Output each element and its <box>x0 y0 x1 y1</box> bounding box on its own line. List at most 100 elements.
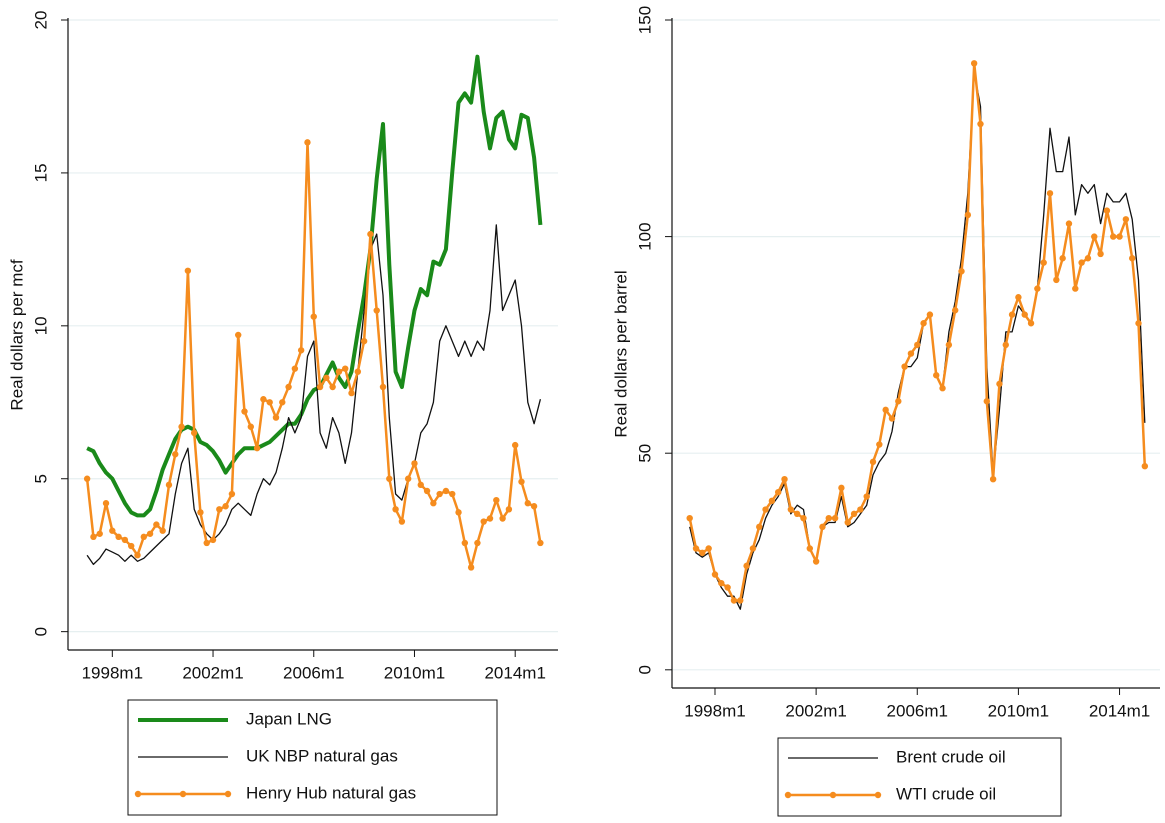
point <box>411 460 418 467</box>
x-tick-label: 1998m1 <box>82 663 143 682</box>
series-line <box>689 71 1146 610</box>
point <box>310 313 317 320</box>
point <box>989 475 997 483</box>
point <box>774 488 782 496</box>
point <box>737 597 744 604</box>
x-tick-label: 2002m1 <box>785 701 846 720</box>
point <box>493 496 500 504</box>
point <box>474 539 481 547</box>
point <box>901 363 908 370</box>
point <box>1027 320 1035 327</box>
point <box>228 490 236 498</box>
point <box>869 458 877 466</box>
legend-marker <box>874 791 882 799</box>
point <box>146 530 154 537</box>
y-axis-title: Real dollars per barrel <box>611 270 630 437</box>
point <box>253 444 261 452</box>
point <box>787 506 795 513</box>
point <box>436 490 443 498</box>
point <box>756 523 763 531</box>
point <box>686 514 693 522</box>
legend-marker <box>829 791 837 799</box>
point <box>718 579 725 587</box>
point <box>279 399 286 406</box>
legend-label: Japan LNG <box>246 709 332 728</box>
point <box>819 523 826 531</box>
point <box>461 539 469 547</box>
point <box>793 510 801 518</box>
point <box>511 441 519 449</box>
point <box>184 267 192 274</box>
point <box>165 481 173 489</box>
point <box>749 545 757 552</box>
point <box>996 380 1003 388</box>
y-tick-label: 5 <box>31 474 50 483</box>
point <box>209 536 217 544</box>
y-tick-label: 100 <box>635 222 654 250</box>
point <box>724 584 731 591</box>
point <box>266 399 273 406</box>
point <box>323 374 330 382</box>
point <box>1015 294 1022 301</box>
point <box>1122 216 1130 223</box>
point <box>1091 233 1098 240</box>
point <box>699 549 706 557</box>
point <box>933 372 940 379</box>
point <box>945 341 953 349</box>
point <box>800 514 807 522</box>
point <box>197 509 204 516</box>
point <box>1072 285 1079 292</box>
point <box>977 120 984 128</box>
point <box>1034 285 1041 292</box>
point <box>480 518 487 525</box>
point <box>1078 259 1085 266</box>
series-line <box>86 54 543 518</box>
point <box>1046 190 1054 197</box>
point <box>96 530 103 537</box>
point <box>825 514 832 522</box>
series-line <box>86 224 542 566</box>
series-line <box>688 62 1147 602</box>
point <box>348 389 355 397</box>
point <box>499 515 506 522</box>
point <box>216 506 223 513</box>
point <box>121 536 129 544</box>
point <box>1008 311 1016 318</box>
point <box>83 475 91 482</box>
point <box>1053 276 1060 284</box>
point <box>354 368 362 375</box>
point <box>316 383 324 391</box>
point <box>743 562 750 570</box>
point <box>235 331 242 339</box>
point <box>1002 341 1009 349</box>
legend-label: Henry Hub natural gas <box>246 783 416 802</box>
point <box>711 571 719 578</box>
x-tick-label: 2006m1 <box>283 663 344 682</box>
legend-marker <box>784 791 792 799</box>
y-tick-label: 0 <box>31 627 50 636</box>
point <box>297 347 305 354</box>
point <box>920 320 927 327</box>
point <box>844 519 851 526</box>
x-tick-label: 2014m1 <box>1089 701 1150 720</box>
point <box>850 510 858 518</box>
point <box>926 311 934 318</box>
point <box>876 441 883 448</box>
y-tick-label: 20 <box>31 11 50 30</box>
point <box>951 307 959 314</box>
point <box>455 509 462 516</box>
point <box>888 415 896 422</box>
point <box>958 268 965 275</box>
point <box>762 506 769 513</box>
legend-marker <box>224 790 232 798</box>
y-axis-title: Real dollars per mcf <box>7 259 26 410</box>
point <box>153 521 160 528</box>
point <box>449 490 456 498</box>
point <box>1040 259 1047 266</box>
point <box>109 527 116 534</box>
point <box>705 545 712 552</box>
point <box>537 539 544 547</box>
point <box>342 365 349 372</box>
point <box>134 551 141 559</box>
point <box>272 414 280 421</box>
